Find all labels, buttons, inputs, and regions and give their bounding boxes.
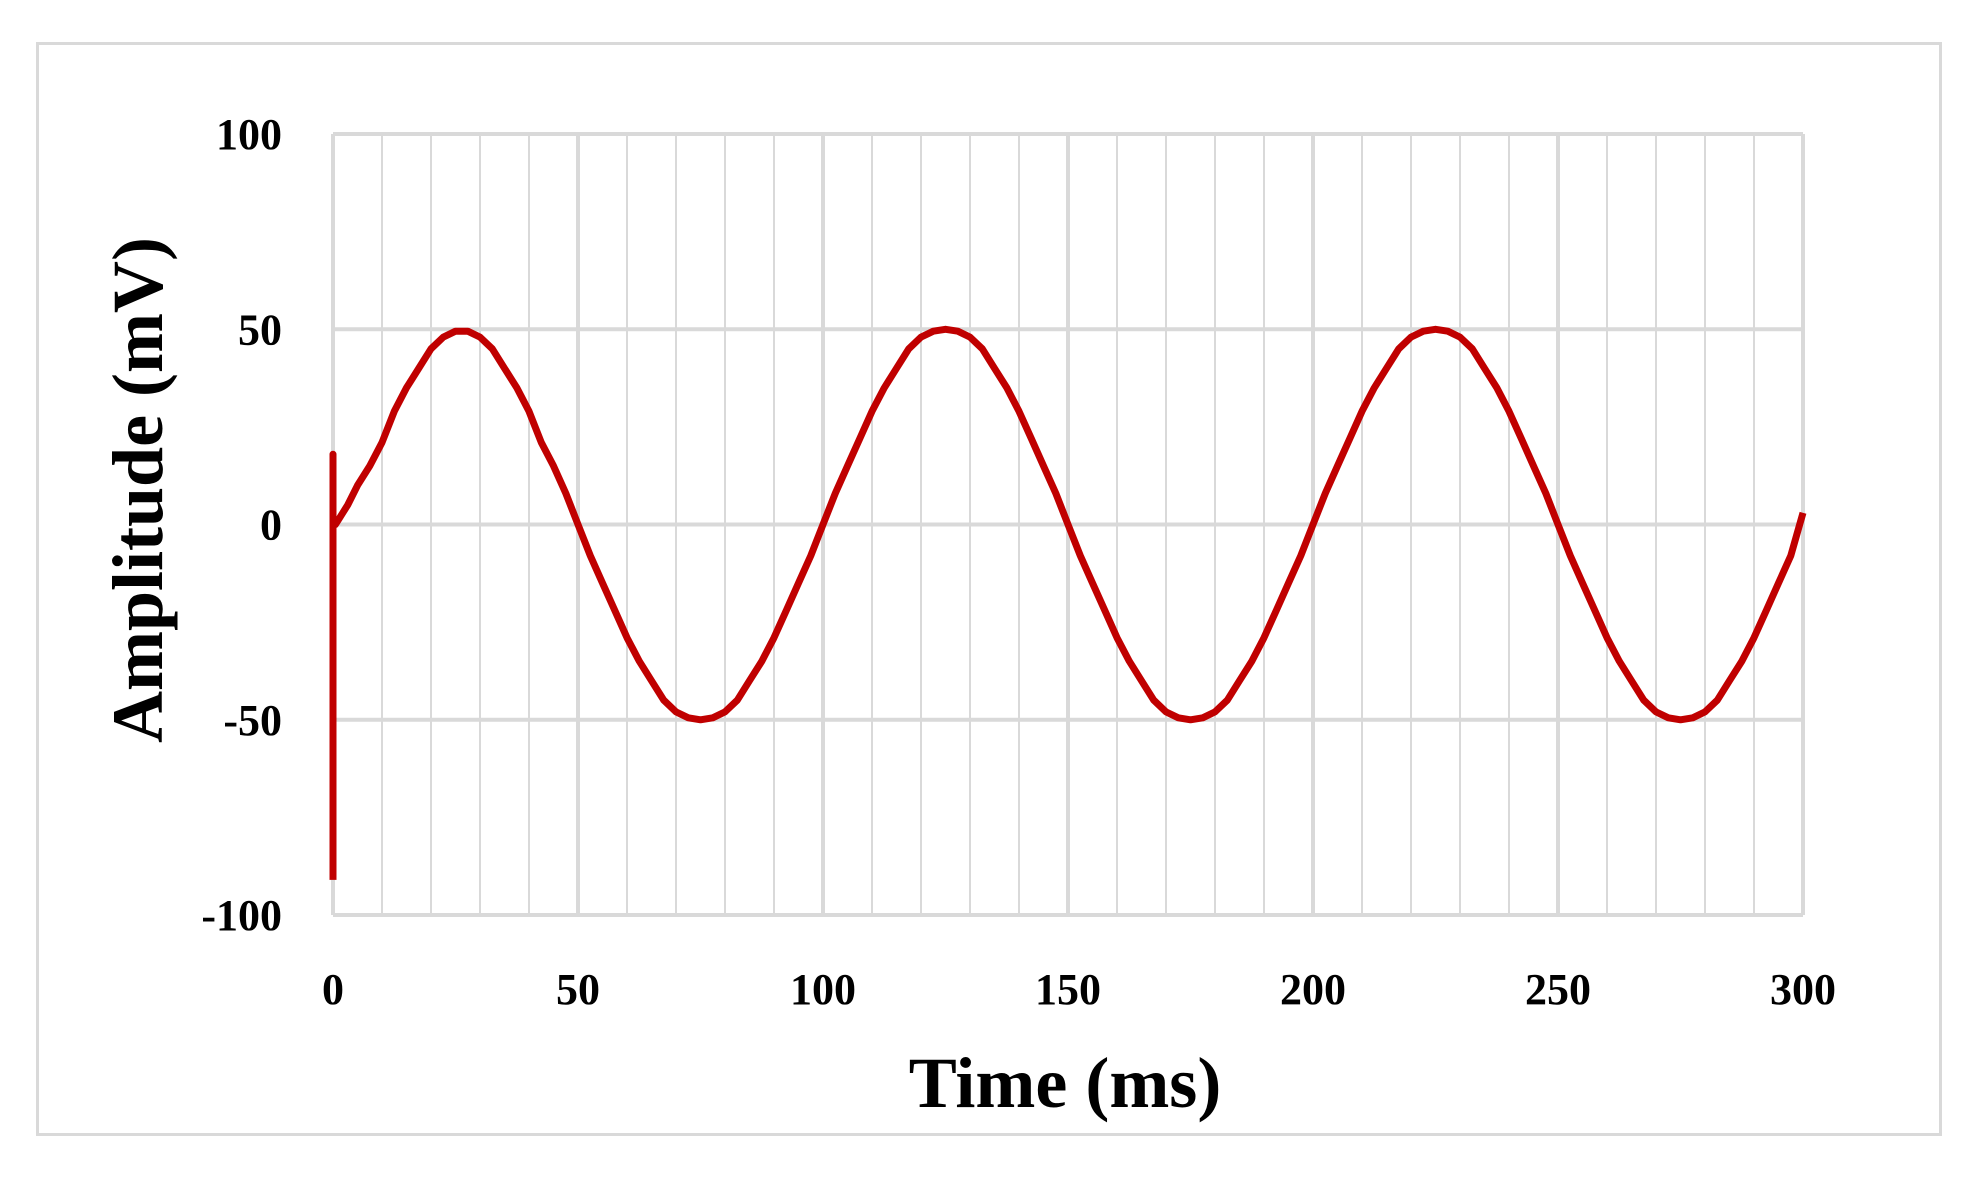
- x-axis-title: Time (ms): [909, 1043, 1222, 1123]
- y-tick-label: 50: [238, 305, 282, 354]
- series-line-1: [329, 325, 1807, 880]
- x-tick-label: 50: [556, 965, 600, 1014]
- x-tick-label: 0: [322, 965, 344, 1014]
- x-tick-label: 250: [1525, 965, 1591, 1014]
- y-tick-labels: 100 50 0 -50 -100: [201, 110, 282, 940]
- y-tick-label: -100: [201, 891, 282, 940]
- x-tick-label: 100: [790, 965, 856, 1014]
- y-tick-label: 100: [216, 110, 282, 159]
- y-tick-label: -50: [223, 696, 282, 745]
- x-tick-labels: 0 50 100 150 200 250 300: [322, 965, 1836, 1014]
- x-tick-label: 150: [1035, 965, 1101, 1014]
- y-tick-label: 0: [260, 501, 282, 550]
- y-axis-title: Amplitude (mV): [98, 237, 178, 743]
- x-tick-label: 300: [1770, 965, 1836, 1014]
- x-tick-label: 200: [1280, 965, 1346, 1014]
- series-group: [329, 325, 1807, 880]
- chart-frame: [36, 42, 1942, 1136]
